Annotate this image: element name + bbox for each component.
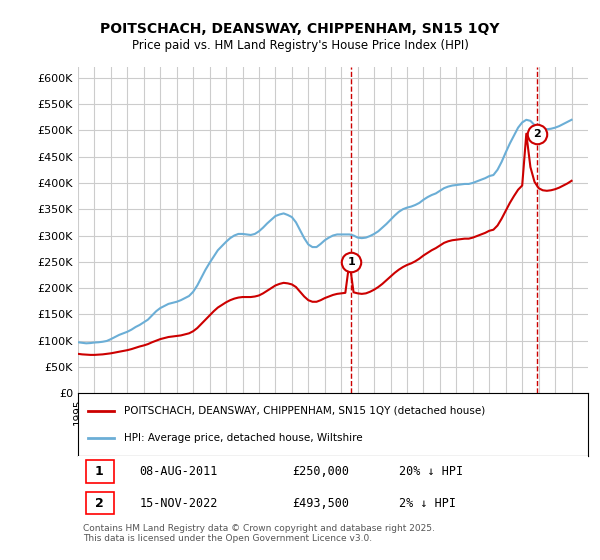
Text: £493,500: £493,500	[292, 497, 349, 510]
Text: 2% ↓ HPI: 2% ↓ HPI	[400, 497, 457, 510]
Text: £250,000: £250,000	[292, 465, 349, 478]
Text: POITSCHACH, DEANSWAY, CHIPPENHAM, SN15 1QY (detached house): POITSCHACH, DEANSWAY, CHIPPENHAM, SN15 1…	[124, 406, 485, 416]
Text: Price paid vs. HM Land Registry's House Price Index (HPI): Price paid vs. HM Land Registry's House …	[131, 39, 469, 52]
Text: HPI: Average price, detached house, Wiltshire: HPI: Average price, detached house, Wilt…	[124, 433, 362, 444]
Text: Contains HM Land Registry data © Crown copyright and database right 2025.
This d: Contains HM Land Registry data © Crown c…	[83, 524, 435, 543]
Text: 08-AUG-2011: 08-AUG-2011	[139, 465, 218, 478]
Text: 1: 1	[347, 257, 355, 267]
Text: 1: 1	[95, 465, 104, 478]
Text: 2: 2	[533, 129, 541, 139]
Text: 15-NOV-2022: 15-NOV-2022	[139, 497, 218, 510]
FancyBboxPatch shape	[86, 492, 114, 514]
FancyBboxPatch shape	[86, 460, 114, 483]
Text: 2: 2	[95, 497, 104, 510]
Text: POITSCHACH, DEANSWAY, CHIPPENHAM, SN15 1QY: POITSCHACH, DEANSWAY, CHIPPENHAM, SN15 1…	[100, 22, 500, 36]
Text: 20% ↓ HPI: 20% ↓ HPI	[400, 465, 463, 478]
